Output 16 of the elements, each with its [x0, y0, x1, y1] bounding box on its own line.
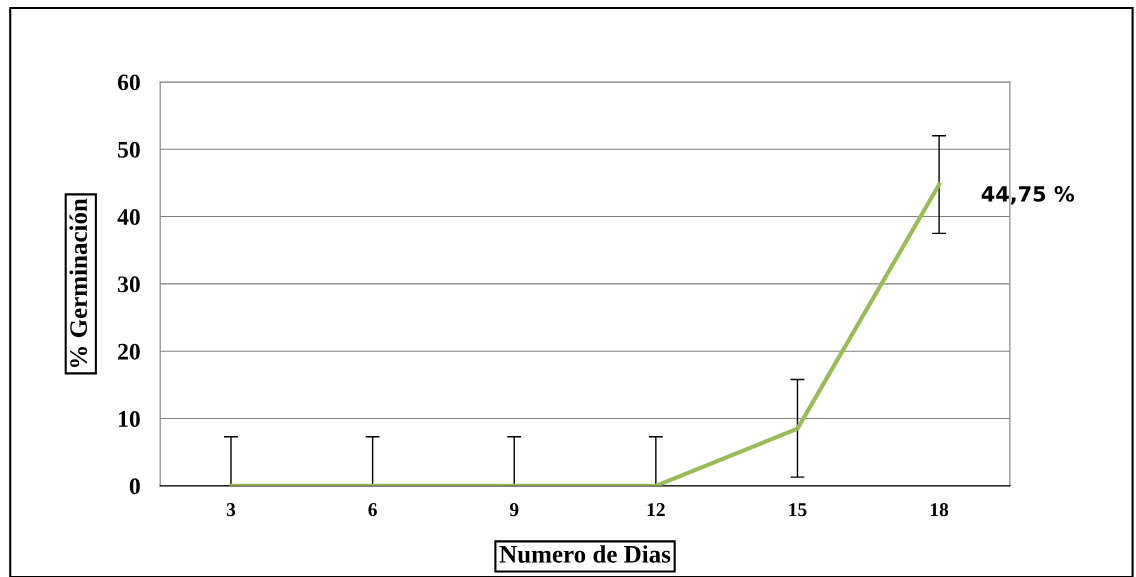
x-tick-label: 18 [930, 503, 949, 517]
y-tick-label: 60 [117, 74, 140, 91]
annotation: 44,75 % [981, 185, 1075, 205]
x-tick-label: 12 [647, 503, 665, 516]
y-tick-label: 20 [118, 343, 140, 360]
x-tick-label: 3 [226, 503, 236, 517]
y-tick-label: 10 [119, 411, 140, 427]
y-tick-label: 30 [118, 276, 140, 293]
y-tick-label: 0 [129, 478, 140, 495]
y-tick-label: 40 [117, 209, 140, 225]
x-tick-label: 6 [368, 503, 377, 517]
x-tick-label: 15 [789, 503, 807, 517]
y-tick-label: 50 [118, 141, 140, 158]
y-axis-title: % Germinación [69, 198, 88, 368]
x-axis-title: Numero de Dias [499, 545, 671, 563]
x-tick-label: 9 [509, 503, 519, 517]
